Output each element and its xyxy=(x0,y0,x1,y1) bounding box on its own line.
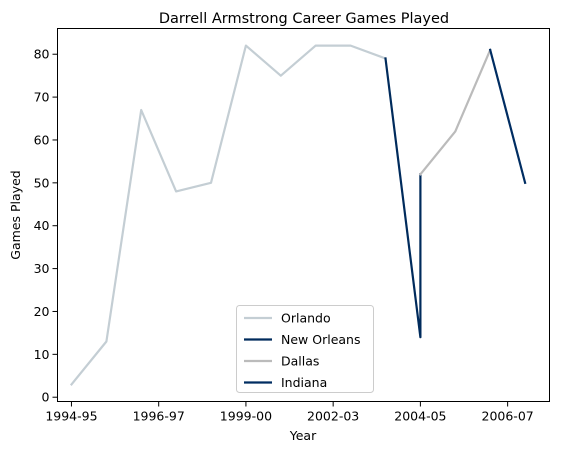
legend-label: Orlando xyxy=(281,311,331,326)
legend-label: Indiana xyxy=(281,375,327,390)
y-tick-label: 10 xyxy=(34,347,50,362)
series-line-dallas xyxy=(418,48,492,176)
x-tick-label: 2006-07 xyxy=(482,409,534,424)
legend-label: Dallas xyxy=(281,354,319,369)
series-line-new-orleans xyxy=(384,57,422,339)
x-axis-ticks: 1994-95 1996-97 1999-00 2002-03 2004-05 2006-… xyxy=(45,401,534,424)
y-tick-label: 70 xyxy=(34,90,50,105)
y-axis-label: Games Played xyxy=(8,170,23,259)
series-line-indiana xyxy=(488,48,527,185)
x-tick-label: 2002-03 xyxy=(307,409,359,424)
plot-frame xyxy=(57,28,550,402)
x-tick-label: 1999-00 xyxy=(220,409,272,424)
x-tick-label: 2004-05 xyxy=(394,409,446,424)
y-tick-label: 20 xyxy=(34,304,50,319)
y-tick-label: 50 xyxy=(34,175,50,190)
y-tick-label: 0 xyxy=(42,390,50,405)
chart-title: Darrell Armstrong Career Games Played xyxy=(159,11,449,27)
y-tick-label: 30 xyxy=(34,261,50,276)
y-tick-label: 80 xyxy=(34,47,50,62)
x-axis-label: Year xyxy=(289,428,317,443)
legend-box xyxy=(236,305,374,393)
y-tick-label: 40 xyxy=(34,218,50,233)
legend: Orlando New Orleans Dallas Indiana xyxy=(236,305,374,393)
x-tick-label: 1996-97 xyxy=(133,409,185,424)
y-axis-ticks: 0 10 20 30 40 50 60 70 80 xyxy=(34,47,58,405)
legend-label: New Orleans xyxy=(281,332,360,347)
x-tick-label: 1994-95 xyxy=(45,409,97,424)
y-tick-label: 60 xyxy=(34,132,50,147)
series-lines xyxy=(69,44,527,386)
series-line-orlando xyxy=(69,44,387,386)
